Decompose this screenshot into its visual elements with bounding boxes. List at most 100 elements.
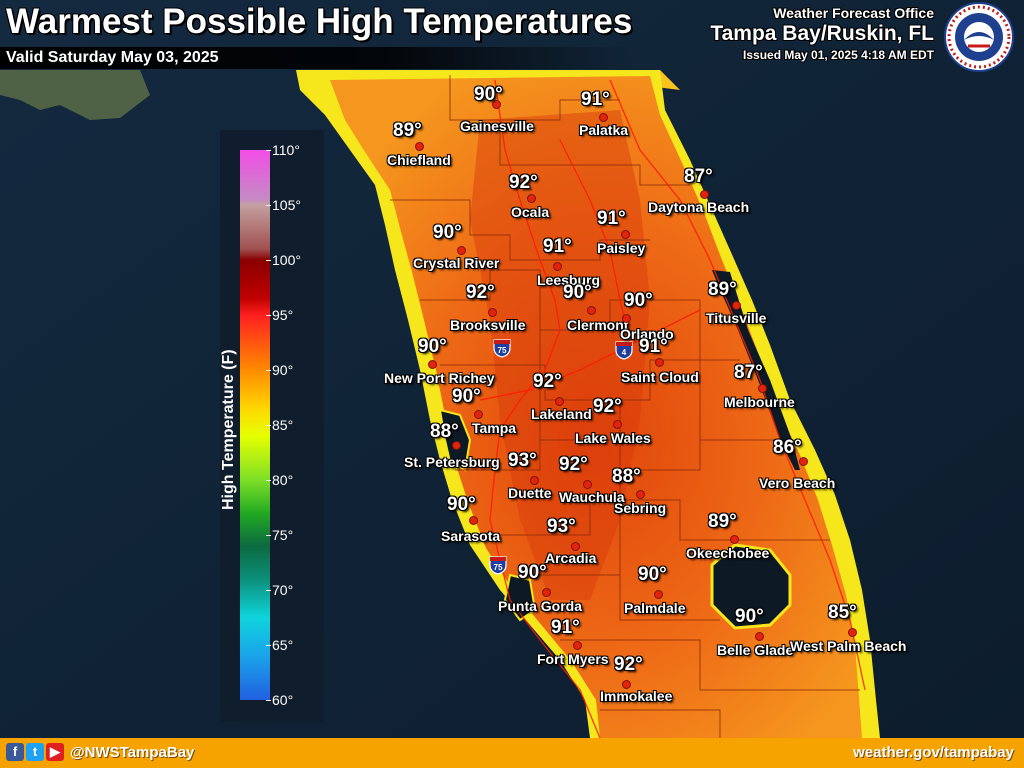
legend-tick-label: 110° xyxy=(266,143,324,157)
city-dot-icon xyxy=(730,535,739,544)
city-temperature: 90° xyxy=(624,290,653,311)
city-name: Duette xyxy=(508,485,552,501)
footer-bar: f t ▶ @NWSTampaBay weather.gov/tampabay xyxy=(0,738,1024,768)
city-dot-icon xyxy=(415,142,424,151)
city-name: Sebring xyxy=(614,500,667,516)
nws-logo-icon xyxy=(944,2,1014,72)
city-dot-icon xyxy=(474,410,483,419)
city-dot-icon xyxy=(599,113,608,122)
social-icons: f t ▶ xyxy=(6,743,66,761)
city-temperature: 92° xyxy=(466,282,495,303)
interstate-shield-icon: 75 xyxy=(489,556,507,575)
city-name: Palatka xyxy=(579,122,629,138)
legend-title: High Temperature (F) xyxy=(220,349,237,510)
city-name: Palmdale xyxy=(624,600,686,616)
twitter-icon[interactable]: t xyxy=(26,743,44,761)
city-temperature: 93° xyxy=(547,516,576,537)
city-dot-icon xyxy=(542,588,551,597)
city-name: Titusville xyxy=(706,310,767,326)
city-temperature: 91° xyxy=(551,617,580,638)
city-temperature: 92° xyxy=(559,454,588,475)
city-name: Immokalee xyxy=(600,688,673,704)
city-name: Punta Gorda xyxy=(498,598,583,614)
city-name: Orlando xyxy=(620,326,674,342)
city-dot-icon xyxy=(622,680,631,689)
city-name: Crystal River xyxy=(413,255,500,271)
city-name: St. Petersburg xyxy=(404,454,500,470)
city-name: Belle Glade xyxy=(717,642,794,658)
city-dot-icon xyxy=(732,301,741,310)
social-handle[interactable]: @NWSTampaBay xyxy=(70,744,195,761)
youtube-icon[interactable]: ▶ xyxy=(46,743,64,761)
city-dot-icon xyxy=(553,262,562,271)
city-temperature: 93° xyxy=(508,450,537,471)
city-dot-icon xyxy=(452,441,461,450)
city-temperature: 91° xyxy=(581,89,610,110)
city-name: Leesburg xyxy=(537,272,601,288)
valid-date-bar: Valid Saturday May 03, 2025 xyxy=(0,47,640,69)
city-dot-icon xyxy=(622,314,631,323)
facebook-icon[interactable]: f xyxy=(6,743,24,761)
website-link[interactable]: weather.gov/tampabay xyxy=(853,744,1014,761)
city-name: Paisley xyxy=(597,240,646,256)
legend-tick-label: 105° xyxy=(266,198,324,212)
legend-tick-label: 60° xyxy=(266,693,324,707)
city-dot-icon xyxy=(469,516,478,525)
highway-label: 75 xyxy=(494,563,503,572)
city-name: Wauchula xyxy=(559,489,625,505)
city-name: Sarasota xyxy=(441,528,501,544)
city-name: Chiefland xyxy=(387,152,451,168)
city-temperature: 89° xyxy=(393,120,422,141)
city-temperature: 90° xyxy=(563,282,592,303)
city-temperature: 92° xyxy=(593,396,622,417)
legend-tick-label: 95° xyxy=(266,308,324,322)
city-dot-icon xyxy=(492,100,501,109)
city-temperature: 91° xyxy=(639,336,668,357)
city-dot-icon xyxy=(655,358,664,367)
city-temperature: 90° xyxy=(452,386,481,407)
legend-color-bar xyxy=(240,150,270,700)
city-dot-icon xyxy=(613,420,622,429)
city-name: West Palm Beach xyxy=(790,638,907,654)
city-temperature: 92° xyxy=(509,172,538,193)
office-info: Weather Forecast Office Tampa Bay/Ruskin… xyxy=(710,5,934,62)
city-temperature: 90° xyxy=(474,84,503,105)
legend-tick-label: 65° xyxy=(266,638,324,652)
city-temperature: 90° xyxy=(433,222,462,243)
legend-tick-label: 70° xyxy=(266,583,324,597)
city-dot-icon xyxy=(428,360,437,369)
city-dot-icon xyxy=(587,306,596,315)
city-name: Lake Wales xyxy=(575,430,651,446)
legend-tick-label: 85° xyxy=(266,418,324,432)
city-dot-icon xyxy=(583,480,592,489)
legend-tick-label: 80° xyxy=(266,473,324,487)
city-dot-icon xyxy=(848,628,857,637)
map-title: Warmest Possible High Temperatures xyxy=(6,2,633,41)
city-temperature: 90° xyxy=(518,562,547,583)
city-temperature: 87° xyxy=(734,362,763,383)
city-name: Arcadia xyxy=(545,550,597,566)
city-temperature: 90° xyxy=(447,494,476,515)
city-name: Okeechobee xyxy=(686,545,770,561)
lake-okeechobee xyxy=(710,543,792,630)
issued-time: Issued May 01, 2025 4:18 AM EDT xyxy=(743,48,934,62)
city-dot-icon xyxy=(700,190,709,199)
city-name: Lakeland xyxy=(531,406,592,422)
city-dot-icon xyxy=(654,590,663,599)
city-name: Vero Beach xyxy=(759,475,836,491)
city-temperature: 89° xyxy=(708,511,737,532)
city-temperature: 86° xyxy=(773,437,802,458)
city-dot-icon xyxy=(636,490,645,499)
city-dot-icon xyxy=(758,384,767,393)
office-label: Weather Forecast Office xyxy=(773,5,934,21)
city-temperature: 89° xyxy=(708,279,737,300)
legend-tick-label: 100° xyxy=(266,253,324,267)
city-name: Gainesville xyxy=(460,118,534,134)
city-name: Clermont xyxy=(567,317,629,333)
city-name: Melbourne xyxy=(724,394,795,410)
city-temperature: 91° xyxy=(543,236,572,257)
city-dot-icon xyxy=(457,246,466,255)
city-dot-icon xyxy=(555,397,564,406)
city-temperature: 90° xyxy=(638,564,667,585)
